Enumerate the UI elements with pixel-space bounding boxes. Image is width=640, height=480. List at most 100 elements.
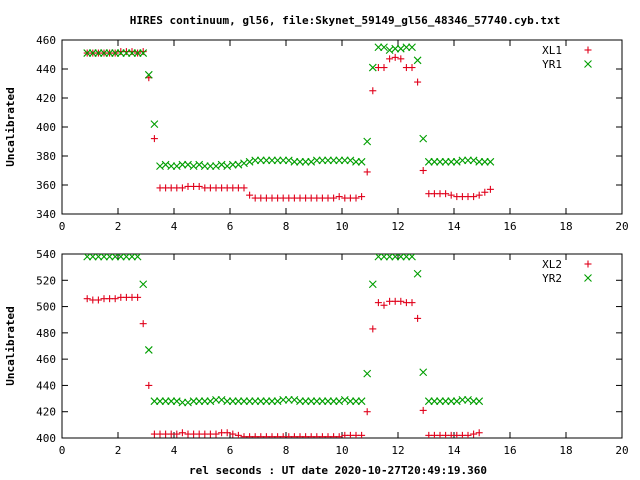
data-point-yr2 [307, 397, 316, 406]
data-point-yr1 [184, 160, 192, 169]
data-point-xl2 [369, 325, 377, 333]
data-point-yr2 [436, 397, 444, 406]
data-point-yr1 [172, 162, 181, 171]
data-point-xl2 [134, 293, 142, 301]
data-point-xl1 [481, 188, 489, 196]
data-point-yr2 [413, 269, 422, 278]
data-point-xl2 [419, 406, 427, 414]
data-point-yr2 [240, 397, 248, 406]
data-point-xl2 [234, 431, 242, 438]
plot-frame [61, 39, 623, 215]
data-point-xl2 [380, 301, 388, 309]
x-tick-label: 4 [171, 444, 178, 457]
data-point-yr1 [402, 43, 411, 52]
y-axis-label: Uncalibrated [4, 87, 17, 166]
data-point-yr1 [324, 156, 332, 165]
y-tick-label: 520 [36, 274, 56, 287]
data-point-xl2 [363, 408, 371, 416]
data-point-xl2 [470, 430, 478, 438]
data-point-yr1 [83, 49, 92, 57]
x-tick-label: 0 [59, 220, 66, 233]
data-point-yr2 [251, 397, 260, 406]
y-tick-label: 400 [36, 121, 56, 134]
data-point-yr2 [150, 397, 159, 406]
data-point-yr1 [396, 44, 405, 53]
legend-label-xl2: XL2 [542, 258, 562, 271]
data-point-yr2 [284, 395, 293, 404]
data-point-xl2 [145, 381, 153, 389]
data-point-yr2 [357, 397, 366, 406]
x-tick-label: 10 [335, 444, 348, 457]
data-point-yr2 [212, 395, 220, 404]
data-point-xl1 [442, 190, 450, 198]
data-point-xl2 [397, 297, 405, 305]
data-point-xl1 [358, 193, 366, 201]
data-point-xl1 [240, 184, 248, 192]
x-tick-label: 18 [559, 444, 572, 457]
data-point-yr2 [419, 368, 428, 377]
data-point-yr2 [144, 346, 153, 354]
data-point-yr2 [402, 254, 411, 261]
y-tick-label: 460 [36, 353, 56, 366]
legend-label-yr2: YR2 [542, 272, 562, 285]
data-point-yr1 [447, 157, 456, 166]
x-tick-label: 16 [503, 444, 516, 457]
legend-label-yr1: YR1 [542, 58, 562, 71]
data-point-yr2 [268, 397, 276, 406]
x-tick-label: 8 [283, 220, 290, 233]
data-point-yr2 [329, 397, 338, 406]
data-point-xl1 [178, 184, 186, 192]
data-point-yr1 [128, 49, 136, 57]
data-point-xl2 [374, 299, 382, 307]
data-point-yr1 [413, 56, 422, 65]
data-point-yr1 [251, 156, 260, 165]
data-point-yr2 [318, 397, 327, 406]
data-point-yr1 [430, 157, 439, 166]
data-point-yr2 [100, 254, 108, 261]
data-point-yr1 [312, 156, 321, 165]
data-point-yr1 [436, 157, 444, 166]
data-point-yr1 [441, 157, 450, 166]
data-point-yr2 [363, 369, 372, 378]
data-point-xl2 [212, 430, 220, 438]
data-point-xl2 [94, 296, 102, 304]
data-point-yr2 [296, 397, 304, 406]
data-point-yr1 [245, 157, 254, 166]
data-point-yr2 [380, 254, 388, 261]
y-tick-label: 500 [36, 301, 56, 314]
data-point-yr1 [273, 156, 282, 165]
data-point-yr1 [111, 49, 120, 57]
data-point-yr1 [100, 49, 108, 57]
data-point-yr2 [116, 254, 125, 261]
data-point-yr2 [262, 397, 271, 406]
data-point-yr1 [368, 63, 377, 72]
data-point-yr2 [424, 397, 433, 406]
data-point-yr1 [105, 49, 114, 57]
data-point-xl1 [419, 167, 427, 174]
y-tick-label: 460 [36, 34, 56, 47]
data-point-yr1 [256, 156, 265, 165]
data-point-yr2 [156, 397, 164, 406]
data-point-yr2 [139, 280, 148, 289]
data-point-xl2 [111, 295, 119, 303]
data-point-xl1 [246, 191, 254, 199]
data-point-yr2 [475, 397, 484, 406]
data-point-yr1 [212, 162, 220, 171]
data-point-yr2 [195, 397, 204, 406]
data-point-yr1 [217, 160, 226, 169]
x-tick-label: 12 [391, 444, 404, 457]
data-point-yr2 [234, 397, 243, 406]
data-point-yr2 [396, 254, 405, 261]
x-tick-label: 2 [115, 444, 122, 457]
data-point-yr1 [144, 70, 153, 79]
data-point-yr2 [301, 397, 310, 406]
data-point-yr1 [346, 156, 355, 165]
data-point-yr2 [111, 254, 120, 261]
y-tick-label: 340 [36, 208, 56, 221]
data-point-xl1 [380, 64, 388, 72]
data-point-xl1 [330, 194, 338, 202]
data-point-yr2 [83, 254, 92, 261]
x-tick-label: 8 [283, 444, 290, 457]
data-point-xl2 [223, 429, 231, 437]
y-tick-label: 400 [36, 432, 56, 445]
